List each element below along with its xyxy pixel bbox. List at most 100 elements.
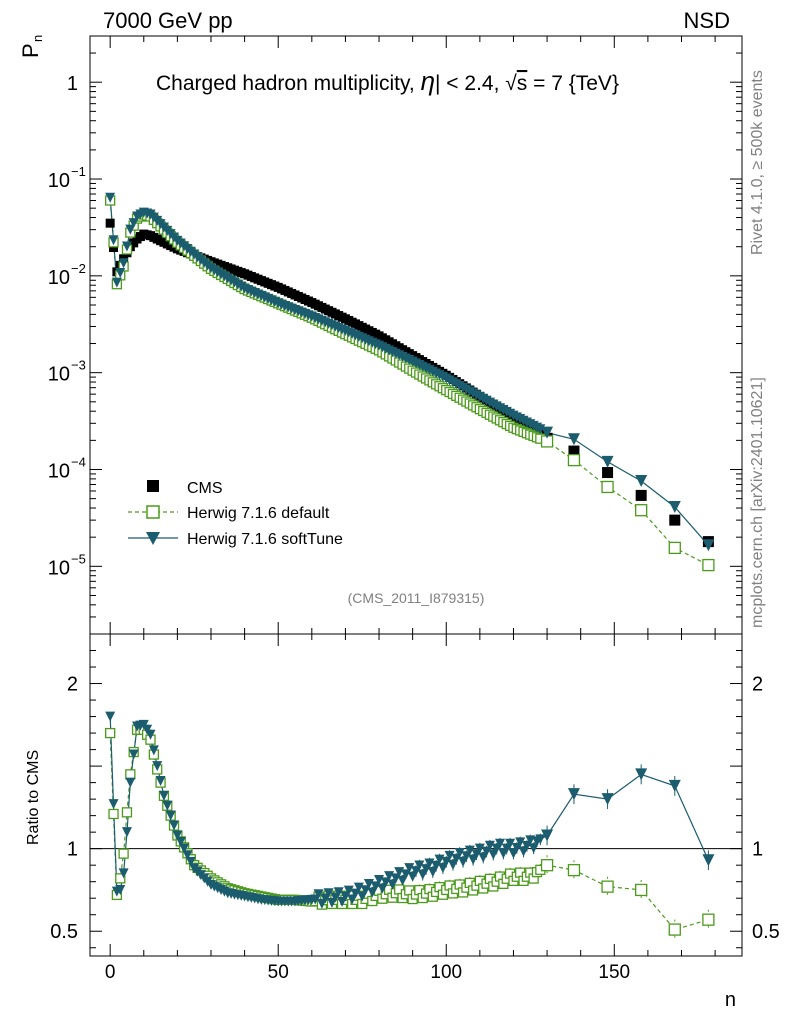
y-tick-label: 10 [48, 267, 70, 289]
softtune-point [541, 426, 554, 439]
y-tick-label-exp: −4 [71, 454, 86, 469]
ratio-softtune-point [148, 745, 159, 756]
ratio-softtune-point [125, 777, 136, 788]
ratio-default-point [118, 848, 129, 859]
plot-title: Charged hadron multiplicity, η| < 2.4, √… [156, 66, 619, 96]
ratio-softtune-point [340, 891, 351, 902]
header-right: NSD [684, 8, 730, 33]
softtune-point [105, 192, 116, 203]
ratio-default-point [567, 863, 581, 877]
ratio-softtune-point [478, 852, 489, 863]
softtune-point [601, 455, 614, 468]
ratio-softtune-point [333, 887, 344, 898]
softtune-point [108, 235, 119, 246]
ratio-y-tick-label: 2 [67, 674, 78, 696]
ratio-softtune-point [702, 854, 715, 867]
ratio-softtune-point [484, 840, 495, 851]
ratio-softtune-point [447, 859, 458, 870]
ratio-default-point [635, 883, 648, 897]
ratio-softtune-point [172, 830, 183, 841]
ratio-softtune-point [343, 885, 354, 896]
ratio-softtune-point [357, 891, 368, 902]
ratio-softtune-point [350, 888, 361, 899]
softtune-point [635, 475, 648, 488]
ratio-softtune-point [377, 883, 388, 894]
ratio-softtune-point [387, 879, 398, 890]
ratio-default-point [668, 923, 681, 936]
ratio-softtune-point [152, 761, 163, 772]
ratio-y-tick-label: 0.5 [50, 921, 78, 943]
legend-label-cms: CMS [187, 480, 223, 497]
ratio-softtune-point [444, 850, 455, 861]
y-axis-label: P [18, 43, 43, 58]
y-tick-label-exp: −3 [71, 358, 86, 373]
y-tick-label: 10 [48, 364, 70, 386]
ratio-softtune-point [155, 775, 166, 786]
y-tick-label-exp: −1 [71, 164, 86, 179]
default-point [567, 453, 581, 467]
ratio-softtune-point [158, 790, 169, 801]
ratio-softtune-point [118, 868, 129, 879]
legend-label-default: Herwig 7.1.6 default [187, 505, 330, 522]
ratio-softtune-point [427, 867, 438, 878]
y-tick-label: 10 [48, 557, 70, 579]
ratio-softtune-point [541, 829, 554, 842]
ratio-softtune-point [169, 820, 180, 831]
ratio-default-point [601, 880, 614, 893]
ratio-softtune-point [454, 847, 465, 858]
y-tick-label-exp: −2 [71, 261, 86, 276]
ratio-y-axis-label: Ratio to CMS [25, 750, 42, 845]
header-left: 7000 GeV pp [103, 8, 233, 33]
cms-point [109, 243, 119, 253]
ratio-default-point [125, 769, 136, 780]
ratio-softtune-point [488, 849, 499, 860]
ratio-default-point [108, 808, 119, 820]
cms-point [105, 218, 115, 228]
y-tick-label-exp: −5 [71, 551, 86, 566]
softtune-point [115, 267, 126, 278]
x-axis-label: n [725, 989, 736, 1011]
ratio-softtune-point [474, 843, 485, 854]
ratio-softtune-point [185, 856, 196, 867]
ratio-softtune-point [505, 838, 516, 849]
softtune-point [567, 433, 580, 446]
default-point [668, 541, 681, 555]
rivet-label: Rivet 4.1.0, ≥ 500k events [749, 70, 766, 255]
softtune-point [668, 500, 681, 513]
ratio-softtune-point [535, 834, 546, 845]
ratio-softtune-point [481, 846, 492, 857]
ratio-softtune-point [128, 749, 139, 760]
ratio-y-tick-label-right: 0.5 [752, 921, 780, 943]
softtune-point [702, 539, 715, 552]
ratio-softtune-point [567, 788, 580, 801]
ratio-softtune-point [182, 850, 193, 861]
ratio-softtune-point [162, 800, 173, 811]
ratio-softtune-point [367, 887, 378, 898]
y-tick-label: 10 [48, 460, 70, 482]
ratio-softtune-point [175, 837, 186, 848]
cms-point [635, 489, 647, 501]
ratio-softtune-point [105, 711, 116, 722]
ratio-softtune-point [313, 889, 324, 900]
ratio-default-point [540, 859, 554, 872]
softtune-point [125, 224, 136, 235]
ratio-softtune-point [115, 884, 126, 895]
ratio-softtune-point [441, 856, 452, 867]
ratio-softtune-point [323, 888, 334, 899]
ratio-softtune-point [437, 863, 448, 874]
ratio-softtune-point [668, 779, 681, 792]
ratio-softtune-point [635, 768, 648, 781]
default-point [635, 504, 648, 517]
ratio-default-point [121, 807, 133, 818]
ratio-default-point [105, 727, 116, 739]
y-axis-label-sub: n [30, 35, 45, 42]
ratio-softtune-point [347, 894, 358, 905]
main-series [105, 192, 715, 572]
legend-marker-softtune [146, 532, 160, 545]
legend-label-softtune: Herwig 7.1.6 softTune [187, 531, 343, 548]
cms-point [669, 514, 681, 526]
softtune-point [121, 241, 132, 252]
mcplots-label: mcplots.cern.ch [arXiv:2401.10621] [749, 377, 766, 628]
ratio-y-tick-label-right: 2 [752, 674, 763, 696]
